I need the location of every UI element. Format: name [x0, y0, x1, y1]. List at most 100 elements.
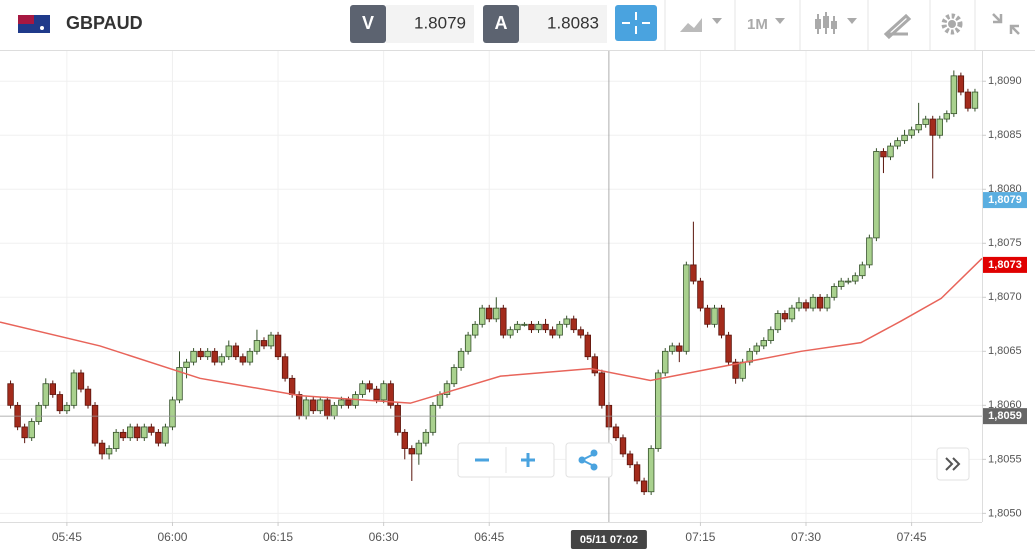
candle-body [549, 329, 556, 336]
crosshair-button[interactable] [615, 5, 657, 41]
x-tick-label: 05:45 [52, 530, 82, 544]
ask-badge[interactable] [483, 5, 519, 43]
symbol: GBPAUD [66, 13, 143, 33]
moving-average [0, 257, 983, 404]
candle-body [169, 399, 176, 428]
candle-body [295, 394, 303, 417]
draw-icon[interactable] [883, 13, 912, 40]
candle-body [619, 437, 627, 455]
ask-box[interactable] [519, 5, 607, 43]
candle-body [662, 350, 669, 374]
share-button[interactable] [565, 442, 613, 478]
candle-body [584, 334, 591, 358]
dropdown-arrow [712, 18, 722, 24]
candle-body [317, 399, 324, 412]
bid-label: V [362, 13, 374, 33]
candle-body [887, 145, 894, 158]
candle-body [676, 345, 683, 352]
candle-body [838, 280, 845, 287]
candle-body [908, 129, 915, 136]
chart-type-icon[interactable] [680, 18, 702, 32]
collapse-icon[interactable] [992, 13, 1020, 35]
zoom-controls [457, 442, 970, 481]
zoom-in[interactable] [521, 453, 535, 467]
candle-body [563, 318, 570, 325]
candle-body [42, 383, 49, 406]
candle-body [21, 426, 28, 439]
candle-body [415, 442, 423, 455]
candle-body [119, 431, 127, 439]
y-tick-label: 1,8070 [988, 291, 1022, 303]
candle-body [345, 399, 352, 406]
candle-body [183, 361, 190, 368]
candle-body [739, 361, 746, 379]
candle-body [218, 356, 225, 363]
candle-body [127, 426, 134, 439]
candle-body [190, 350, 197, 363]
candle-body [690, 264, 697, 282]
candle-body [823, 296, 831, 309]
candle-body [373, 388, 380, 401]
bid-price: 1.8079 [414, 13, 466, 32]
candle-body [514, 323, 521, 331]
bid-badge[interactable] [350, 5, 386, 43]
candle-body [781, 313, 789, 320]
bid-box[interactable] [386, 5, 474, 43]
candle-body [232, 345, 240, 358]
candle-body [162, 426, 169, 444]
candle-body [626, 453, 634, 466]
candle-body [471, 323, 479, 336]
candle-body [725, 334, 732, 363]
candle-body [535, 323, 542, 331]
candle-body [105, 448, 113, 455]
candle-body [922, 118, 929, 125]
candle-body [486, 307, 493, 320]
candle-body [830, 286, 838, 298]
candle-body [98, 442, 106, 455]
price-tag [983, 256, 1027, 273]
x-tick-label: 06:15 [263, 530, 293, 544]
candle-body [429, 404, 437, 433]
candle-body [366, 383, 373, 390]
ask-label: A [495, 13, 508, 33]
candle-body [873, 151, 880, 239]
candle-body [464, 334, 472, 352]
dropdown-arrow [847, 18, 857, 24]
candle-body [493, 307, 500, 320]
settings-icon[interactable] [941, 13, 963, 35]
candle-body [450, 367, 458, 385]
candle-body [845, 280, 852, 283]
x-tick-label: 06:00 [157, 530, 187, 544]
candle-body [500, 307, 507, 336]
candle-body [894, 140, 901, 147]
price-tag-label: 1,8079 [988, 194, 1022, 206]
candle-body [521, 323, 528, 326]
timeframe[interactable]: 1M [747, 16, 768, 33]
candle-body [239, 356, 247, 363]
candle-body [816, 296, 824, 309]
candle-body [936, 118, 943, 136]
candle-body [225, 345, 232, 358]
candle-body [929, 118, 936, 136]
candle-body [394, 404, 401, 433]
y-tick-label: 1,8065 [988, 345, 1022, 357]
candle-body [401, 431, 408, 449]
crosshair-label-bg [570, 530, 647, 549]
candle-body [697, 280, 704, 309]
y-tick-label: 1,8085 [988, 129, 1022, 141]
candle-body [134, 426, 141, 439]
candle-body [112, 431, 120, 449]
y-tick-label: 1,8055 [988, 453, 1022, 465]
candle-body [148, 426, 155, 433]
candle-body [788, 307, 796, 320]
candle-body [964, 91, 972, 109]
candle-body [704, 307, 711, 325]
candle-body [49, 383, 56, 395]
candle-body [640, 480, 648, 493]
plot [0, 70, 983, 495]
candle-body [746, 350, 753, 363]
candle-body [971, 91, 979, 109]
candle-body [866, 237, 873, 266]
overlay: 05/11 07:02 1,8079 1,8073 1,8059 [0, 51, 1027, 549]
